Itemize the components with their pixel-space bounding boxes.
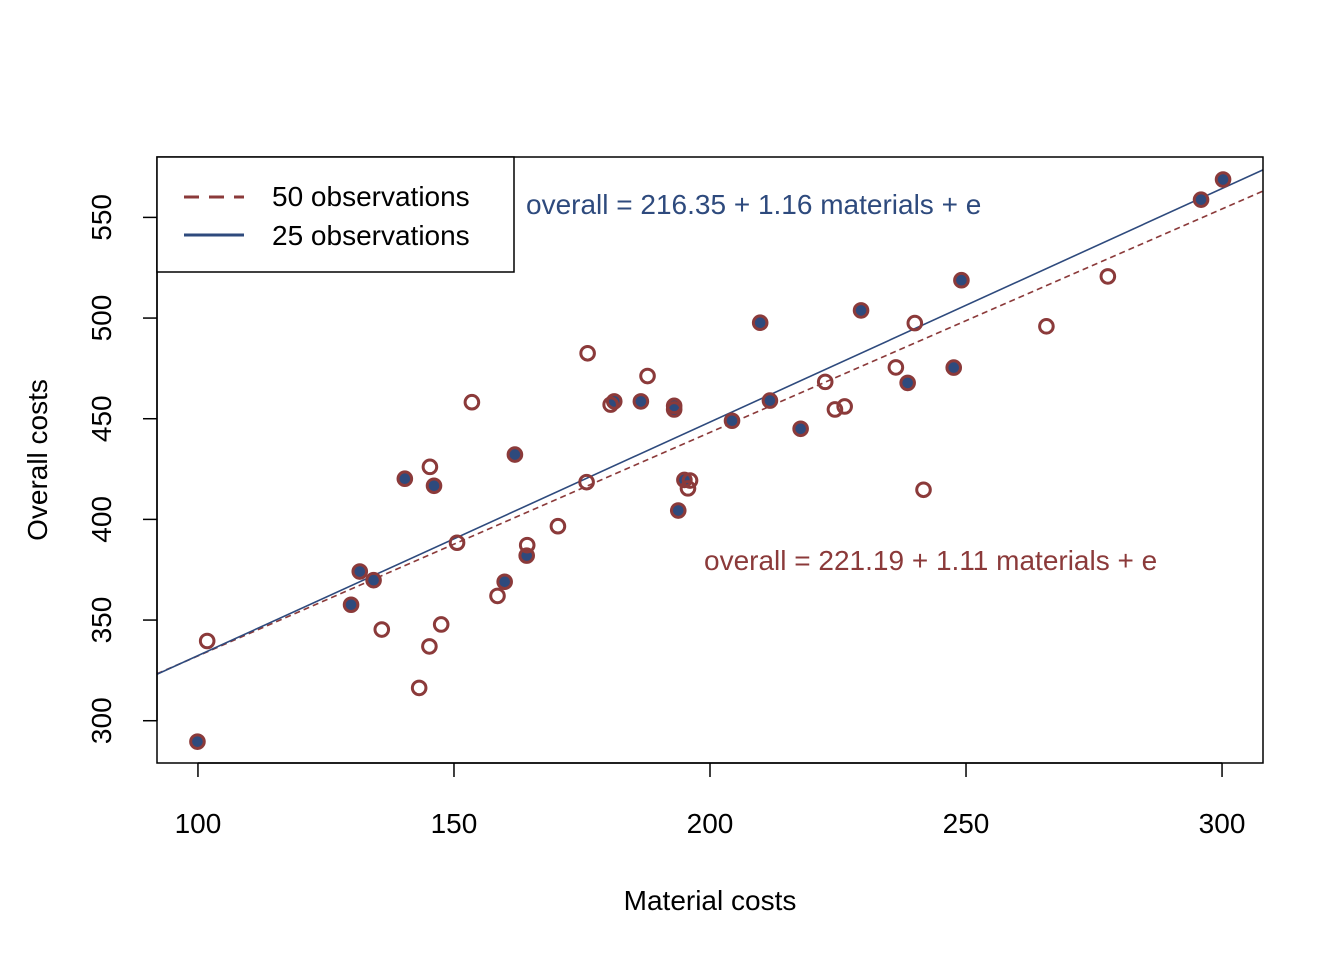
data-point-50-observations <box>410 679 428 697</box>
data-point-50-observations <box>665 401 683 418</box>
data-point-50-observations <box>816 373 834 391</box>
data-point-50-observations <box>852 302 870 319</box>
data-point-50-observations <box>681 472 699 489</box>
regression-line-25-observations <box>157 169 1263 676</box>
data-point-50-observations <box>579 344 596 362</box>
data-point-50-observations <box>605 393 623 410</box>
data-point-50-observations <box>751 314 769 331</box>
regression-lines <box>157 169 1263 676</box>
y-tick-label: 400 <box>86 496 117 543</box>
data-point-50-observations <box>723 412 741 430</box>
data-point-50-observations <box>887 359 905 376</box>
data-point-50-observations <box>506 446 524 463</box>
data-point-50-observations <box>836 398 853 415</box>
legend: 50 observations 25 observations <box>156 156 515 273</box>
data-point-50-observations <box>463 393 481 411</box>
data-point-50-observations <box>1038 318 1055 335</box>
legend-label-25-observations: 25 observations <box>272 220 470 251</box>
data-point-50-observations <box>676 471 693 489</box>
data-point-50-observations <box>761 392 779 409</box>
data-point-50-observations <box>679 480 697 497</box>
data-point-50-observations <box>189 733 206 750</box>
data-point-50-observations <box>906 314 924 332</box>
x-axis-title: Material costs <box>624 885 797 916</box>
data-point-50-observations <box>549 517 567 535</box>
data-point-50-observations <box>425 477 443 495</box>
y-tick-label: 300 <box>86 697 117 744</box>
y-axis: 300 350 400 450 500 550 <box>86 194 158 744</box>
data-point-50-observations <box>1099 268 1117 285</box>
data-points <box>189 171 1232 750</box>
data-point-50-observations <box>365 571 382 589</box>
x-tick-label: 200 <box>687 808 734 839</box>
data-point-50-observations <box>489 587 506 605</box>
y-tick-label: 450 <box>86 395 117 442</box>
data-point-50-observations <box>448 534 466 552</box>
data-point-50-observations <box>639 367 656 385</box>
y-axis-title: Overall costs <box>22 379 53 541</box>
regression-line-50-observations <box>157 190 1263 675</box>
legend-box <box>156 156 515 273</box>
data-point-50-observations <box>632 393 650 410</box>
data-point-50-observations <box>915 481 932 499</box>
y-tick-label: 550 <box>86 194 117 241</box>
data-point-50-observations <box>792 420 809 438</box>
x-tick-label: 100 <box>175 808 222 839</box>
data-point-50-observations <box>351 563 369 580</box>
equation-25-observations: overall = 216.35 + 1.16 materials + e <box>526 189 981 220</box>
data-point-50-observations <box>373 621 391 638</box>
data-point-50-observations <box>669 502 687 519</box>
data-point-50-observations <box>396 470 414 488</box>
x-tick-label: 300 <box>1199 808 1246 839</box>
data-point-50-observations <box>1192 191 1210 208</box>
data-point-50-observations <box>518 547 535 564</box>
data-point-50-observations <box>953 271 970 289</box>
data-point-50-observations <box>518 536 536 554</box>
equation-50-observations: overall = 221.19 + 1.11 materials + e <box>704 545 1157 576</box>
data-point-50-observations <box>198 632 216 650</box>
x-tick-label: 250 <box>943 808 990 839</box>
data-point-50-observations <box>602 396 619 413</box>
data-point-50-observations <box>432 616 450 633</box>
data-point-50-observations <box>496 573 513 591</box>
data-point-50-observations <box>1214 171 1232 188</box>
x-tick-label: 150 <box>431 808 478 839</box>
y-tick-label: 500 <box>86 295 117 342</box>
data-point-50-observations <box>342 596 360 614</box>
data-point-50-observations <box>826 401 844 418</box>
data-point-50-observations <box>899 374 916 392</box>
data-point-50-observations <box>421 458 439 476</box>
x-axis: 100 150 200 250 300 <box>175 762 1246 839</box>
y-tick-label: 350 <box>86 597 117 644</box>
data-point-50-observations <box>945 359 963 376</box>
data-point-50-observations <box>578 473 595 491</box>
legend-label-50-observations: 50 observations <box>272 181 470 212</box>
data-point-50-observations <box>421 638 438 655</box>
